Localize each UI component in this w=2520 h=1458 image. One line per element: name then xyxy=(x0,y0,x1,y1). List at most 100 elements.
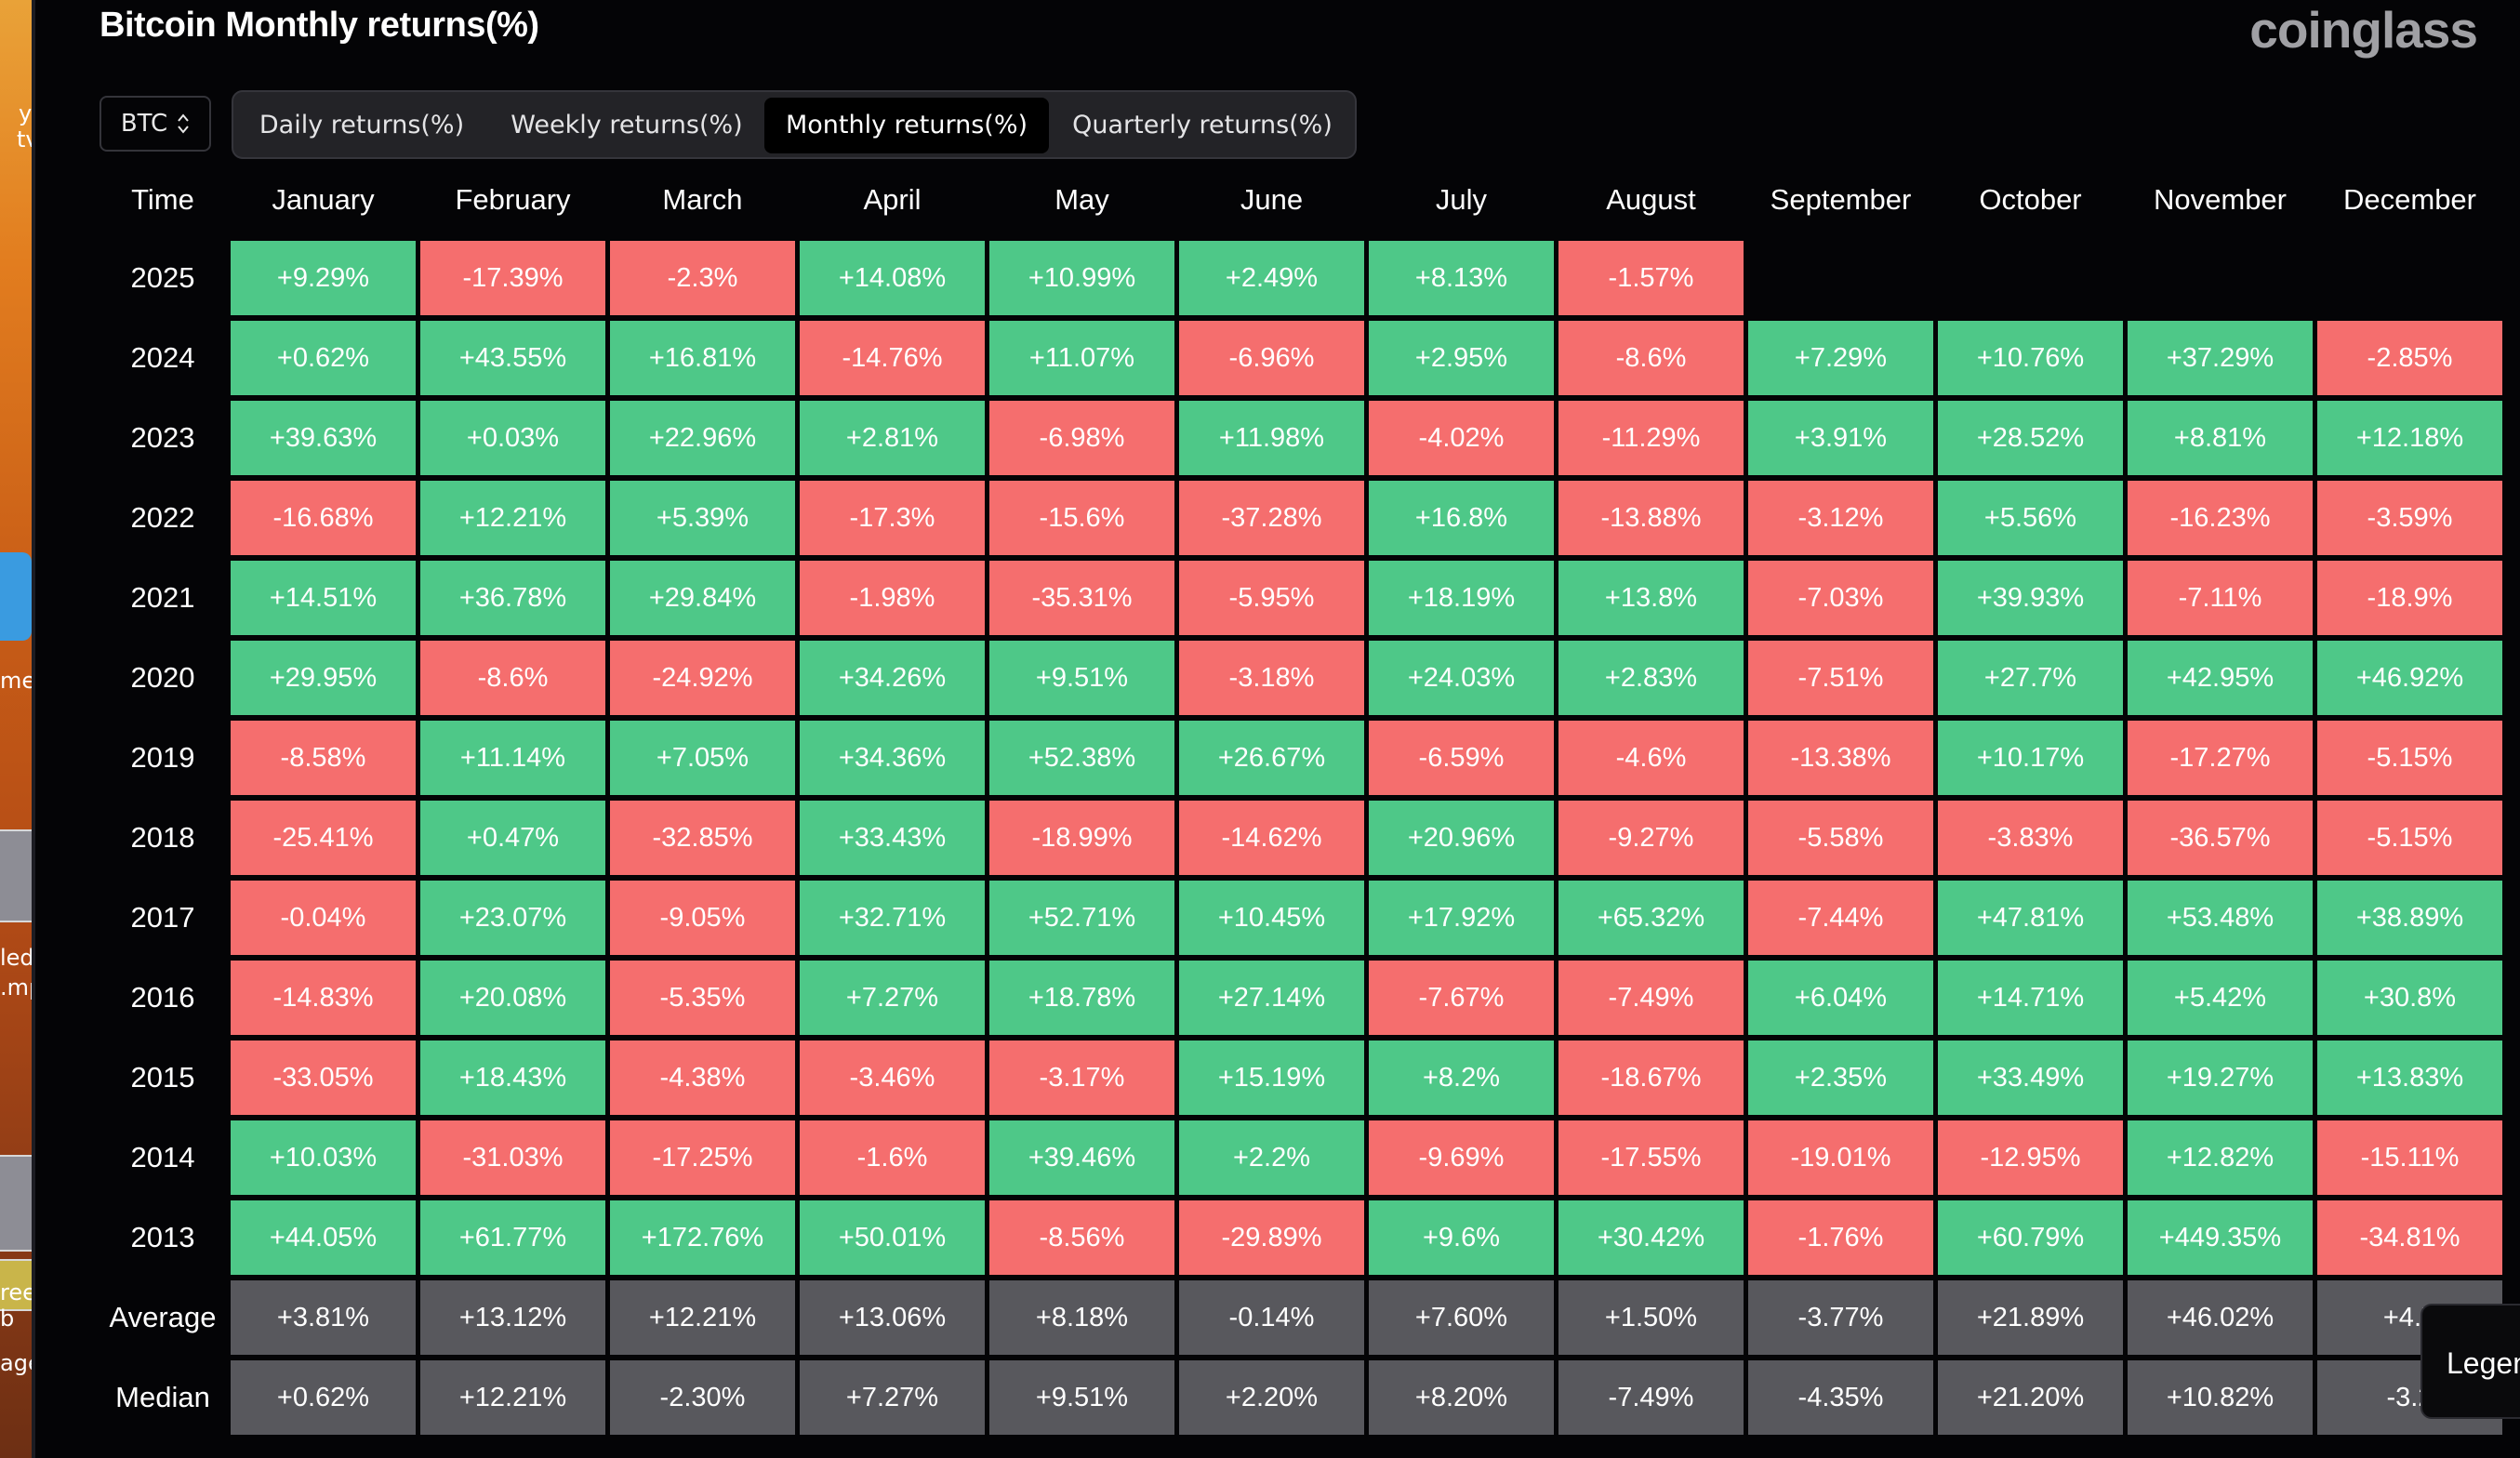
return-cell: -29.89% xyxy=(1179,1200,1364,1275)
tab-quarterly-returns[interactable]: Quarterly returns(%) xyxy=(1072,111,1333,139)
background-text-fragment: me xyxy=(0,668,35,694)
return-cell: -17.55% xyxy=(1558,1120,1744,1195)
return-cell: +53.48% xyxy=(2128,881,2313,955)
background-text-fragment: age xyxy=(0,1350,35,1376)
return-cell: -9.05% xyxy=(610,881,795,955)
chevron-up-down-icon xyxy=(177,112,190,136)
return-cell: -25.41% xyxy=(231,801,416,875)
summary-cell: +1.50% xyxy=(1558,1280,1744,1355)
background-thumbnail xyxy=(0,829,35,922)
return-cell: +52.71% xyxy=(989,881,1174,955)
column-header-month: November xyxy=(2154,183,2287,216)
return-cell: +7.05% xyxy=(610,721,795,795)
return-cell: -9.69% xyxy=(1369,1120,1554,1195)
return-cell: +0.62% xyxy=(231,321,416,395)
year-row-label: 2023 xyxy=(130,421,195,454)
return-cell: +47.81% xyxy=(1938,881,2123,955)
return-cell: +7.29% xyxy=(1748,321,1933,395)
summary-cell: +13.06% xyxy=(800,1280,985,1355)
brand-logo: coinglass xyxy=(2249,1,2478,59)
return-cell: -5.58% xyxy=(1748,801,1933,875)
return-cell: -36.57% xyxy=(2128,801,2313,875)
tab-monthly-returns[interactable]: Monthly returns(%) xyxy=(764,98,1049,153)
legend-label: Legen xyxy=(2447,1346,2520,1380)
return-cell: -3.59% xyxy=(2317,481,2502,555)
return-cell: +65.32% xyxy=(1558,881,1744,955)
return-cell: +12.18% xyxy=(2317,401,2502,475)
return-cell: -4.6% xyxy=(1558,721,1744,795)
year-row-label: 2020 xyxy=(130,661,195,694)
return-cell: +16.81% xyxy=(610,321,795,395)
return-cell: +60.79% xyxy=(1938,1200,2123,1275)
return-cell: +2.83% xyxy=(1558,641,1744,715)
return-cell: +9.51% xyxy=(989,641,1174,715)
return-cell: -11.29% xyxy=(1558,401,1744,475)
return-cell: -3.12% xyxy=(1748,481,1933,555)
return-cell: +20.96% xyxy=(1369,801,1554,875)
summary-cell: -7.49% xyxy=(1558,1360,1744,1435)
return-cell: +13.83% xyxy=(2317,1040,2502,1115)
summary-cell: +8.18% xyxy=(989,1280,1174,1355)
summary-cell: +9.51% xyxy=(989,1360,1174,1435)
return-cell: +46.92% xyxy=(2317,641,2502,715)
return-cell: +2.95% xyxy=(1369,321,1554,395)
return-cell: -14.83% xyxy=(231,961,416,1035)
background-text-fragment: ree xyxy=(0,1279,35,1306)
return-cell: +10.17% xyxy=(1938,721,2123,795)
return-cell: -13.88% xyxy=(1558,481,1744,555)
background-text-fragment: b xyxy=(0,1306,15,1332)
return-cell: -6.59% xyxy=(1369,721,1554,795)
tab-daily-returns[interactable]: Daily returns(%) xyxy=(259,111,465,139)
return-cell: +61.77% xyxy=(420,1200,605,1275)
return-cell: +0.03% xyxy=(420,401,605,475)
return-cell: +13.8% xyxy=(1558,561,1744,635)
return-cell: +34.36% xyxy=(800,721,985,795)
return-cell: +18.43% xyxy=(420,1040,605,1115)
return-cell: -7.11% xyxy=(2128,561,2313,635)
return-cell: +32.71% xyxy=(800,881,985,955)
year-row-label: 2017 xyxy=(130,901,195,934)
background-folder-icon xyxy=(0,552,32,641)
return-cell: +37.29% xyxy=(2128,321,2313,395)
background-window-strip: y tv me led .mp ree b age xyxy=(0,0,35,1458)
window-divider xyxy=(32,0,35,1458)
return-cell: +50.01% xyxy=(800,1200,985,1275)
return-cell: -33.05% xyxy=(231,1040,416,1115)
return-cell: +38.89% xyxy=(2317,881,2502,955)
return-cell: +29.84% xyxy=(610,561,795,635)
return-cell: -3.46% xyxy=(800,1040,985,1115)
return-cell: -0.04% xyxy=(231,881,416,955)
return-cell: +19.27% xyxy=(2128,1040,2313,1115)
return-cell: +0.47% xyxy=(420,801,605,875)
return-cell: +449.35% xyxy=(2128,1200,2313,1275)
return-cell: +43.55% xyxy=(420,321,605,395)
return-cell: -14.76% xyxy=(800,321,985,395)
summary-row-label: Average xyxy=(109,1301,217,1333)
return-cell: -7.44% xyxy=(1748,881,1933,955)
tab-weekly-returns[interactable]: Weekly returns(%) xyxy=(511,111,743,139)
return-cell: +39.46% xyxy=(989,1120,1174,1195)
return-cell: -5.35% xyxy=(610,961,795,1035)
column-header-month: October xyxy=(1979,183,2082,216)
return-cell: -31.03% xyxy=(420,1120,605,1195)
return-cell: +30.42% xyxy=(1558,1200,1744,1275)
return-cell: +10.45% xyxy=(1179,881,1364,955)
return-cell: +14.51% xyxy=(231,561,416,635)
return-cell: +24.03% xyxy=(1369,641,1554,715)
return-cell: +44.05% xyxy=(231,1200,416,1275)
summary-cell: -2.30% xyxy=(610,1360,795,1435)
return-cell: -8.58% xyxy=(231,721,416,795)
return-cell: -6.98% xyxy=(989,401,1174,475)
summary-cell: +13.12% xyxy=(420,1280,605,1355)
column-header-month: July xyxy=(1435,183,1488,216)
return-cell: +15.19% xyxy=(1179,1040,1364,1115)
column-header-month: August xyxy=(1606,183,1696,216)
return-cell: +27.7% xyxy=(1938,641,2123,715)
summary-cell: +7.60% xyxy=(1369,1280,1554,1355)
return-cell: -37.28% xyxy=(1179,481,1364,555)
legend-button[interactable]: Legen xyxy=(2421,1304,2520,1419)
coin-selector[interactable]: BTC xyxy=(99,96,211,152)
return-cell: +11.98% xyxy=(1179,401,1364,475)
column-header-month: May xyxy=(1054,183,1109,216)
return-cell: +14.71% xyxy=(1938,961,2123,1035)
